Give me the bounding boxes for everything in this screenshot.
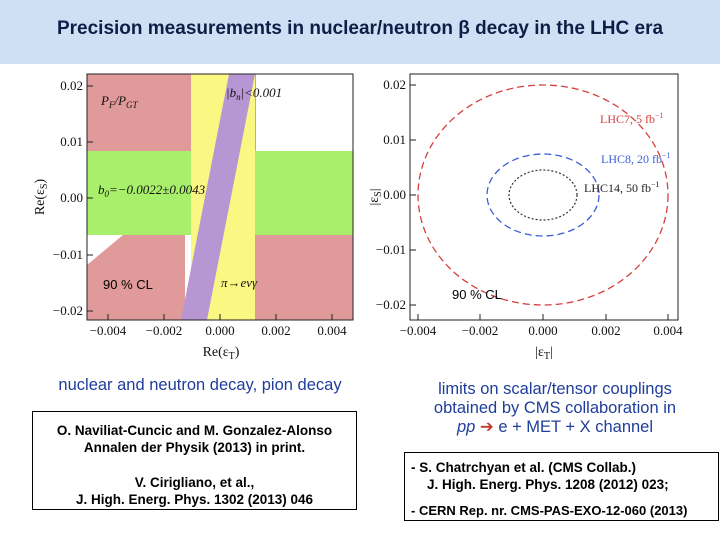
x-tick-label: −0.002 — [146, 323, 183, 338]
reference: J. High. Energ. Phys. 1302 (2013) 046 — [75, 492, 314, 507]
right-caption: limits on scalar/tensor couplings obtain… — [400, 380, 710, 437]
right-caption-line: obtained by CMS collaboration in — [433, 399, 677, 417]
y-axis-label: Re(εS) — [33, 179, 50, 216]
y-tick-label: 0.00 — [60, 190, 83, 205]
slide-header: Precision measurements in nuclear/neutro… — [0, 0, 720, 64]
pf-band-label: PF/PGT — [100, 93, 139, 110]
reference: - S. Chatrchyan et al. (CMS Collab.) — [411, 460, 637, 475]
x-tick-label: −0.004 — [90, 323, 127, 338]
y-ticks — [87, 85, 93, 312]
x-tick-label: 0.002 — [261, 323, 290, 338]
y-tick-label: −0.01 — [53, 247, 83, 262]
right-plot: 0.02 0.01 0.00 −0.01 −0.02 −0.004 −0.002… — [370, 73, 683, 362]
y-ticks — [410, 84, 416, 306]
y-tick-label: 0.02 — [60, 78, 83, 93]
x-axis-label: |εT| — [535, 345, 553, 362]
right-caption-line: pp ➔ e + MET + X channel — [400, 418, 710, 437]
right-caption-line: limits on scalar/tensor couplings — [438, 380, 672, 398]
plot-background — [410, 74, 678, 320]
lhc8-label: LHC8, 20 fb−1 — [601, 151, 671, 166]
b0-band-label: b0=−0.0022±0.0043 — [98, 182, 206, 199]
x-tick-label: 0.004 — [317, 323, 347, 338]
y-tick-label: −0.02 — [376, 297, 406, 312]
lhc8-contour — [486, 153, 600, 237]
plot-frame — [409, 73, 679, 321]
pi-band-label: π→eνγ — [221, 275, 258, 290]
x-axis-label: Re(εT) — [203, 345, 240, 362]
y-tick-label: −0.01 — [376, 242, 406, 257]
reference: O. Naviliat-Cuncic and M. Gonzalez-Alons… — [56, 423, 333, 438]
reference: Annalen der Physik (2013) in print. — [83, 440, 306, 455]
slide-title: Precision measurements in nuclear/neutro… — [56, 18, 664, 39]
reference: J. High. Energ. Phys. 1208 (2012) 023; — [427, 477, 669, 492]
y-tick-label: 0.00 — [383, 187, 406, 202]
lhc7-label: LHC7, 5 fb−1 — [600, 111, 664, 126]
confidence-level-label: 90 % CL — [103, 277, 153, 292]
y-tick-label: 0.02 — [383, 77, 406, 92]
y-axis-label: |εS| — [370, 188, 384, 205]
x-tick-label: 0.004 — [653, 323, 683, 338]
y-tick-label: 0.01 — [383, 132, 406, 147]
x-tick-label: 0.000 — [205, 323, 234, 338]
x-ticks — [417, 314, 669, 320]
lhc7-contour — [417, 84, 669, 306]
arrow-icon: ➔ — [479, 418, 494, 436]
bn-band-label: |bn|<0.001 — [226, 85, 282, 102]
lhc14-contour — [508, 169, 578, 221]
y-tick-label: −0.02 — [53, 303, 83, 318]
left-references-box: O. Naviliat-Cuncic and M. Gonzalez-Alons… — [32, 411, 357, 510]
channel-text: e + MET + X channel — [493, 418, 654, 436]
left-plot: 0.02 0.01 0.00 −0.01 −0.02 −0.004 −0.002… — [33, 73, 354, 362]
reference: - CERN Rep. nr. CMS-PAS-EXO-12-060 (2013… — [411, 503, 688, 518]
left-caption: nuclear and neutron decay, pion decay — [58, 376, 342, 394]
x-tick-label: −0.002 — [462, 323, 499, 338]
reference: V. Cirigliano, et al., — [134, 475, 255, 490]
pp-symbol: pp — [456, 418, 476, 436]
confidence-level-label: 90 % CL — [452, 287, 502, 302]
pf-band-triangle — [87, 235, 185, 320]
x-tick-label: 0.002 — [591, 323, 620, 338]
y-tick-label: 0.01 — [60, 134, 83, 149]
lhc14-label: LHC14, 50 fb−1 — [584, 180, 660, 195]
x-tick-label: −0.004 — [400, 323, 437, 338]
x-ticks — [107, 314, 333, 320]
right-references-box: - S. Chatrchyan et al. (CMS Collab.) J. … — [404, 452, 719, 521]
x-tick-label: 0.000 — [528, 323, 557, 338]
bn-band — [181, 74, 255, 320]
